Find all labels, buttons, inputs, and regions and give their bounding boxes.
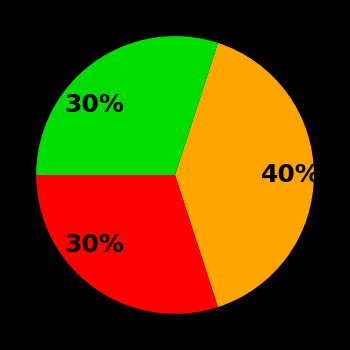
Wedge shape: [175, 43, 314, 307]
Text: 40%: 40%: [261, 163, 321, 187]
Text: 30%: 30%: [64, 93, 124, 117]
Wedge shape: [36, 36, 218, 175]
Text: 30%: 30%: [64, 233, 124, 257]
Wedge shape: [36, 175, 218, 314]
